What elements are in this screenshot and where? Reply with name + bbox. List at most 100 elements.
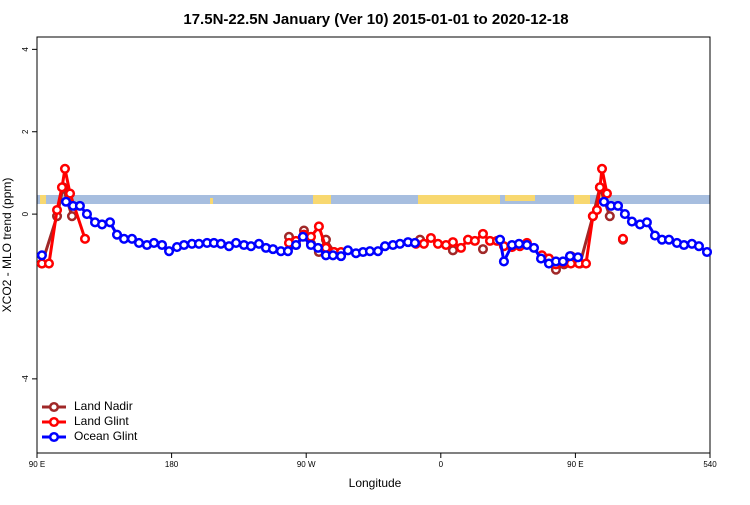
data-point <box>649 230 661 241</box>
data-point <box>104 217 116 228</box>
data-point <box>66 211 78 222</box>
data-point <box>342 245 353 256</box>
data-point <box>498 256 509 267</box>
x-tick-label: 90 E <box>29 460 45 469</box>
data-point <box>118 233 130 244</box>
data-point <box>290 239 302 251</box>
data-point <box>59 163 71 174</box>
x-tick-label: 0 <box>439 460 444 469</box>
data-point <box>477 244 489 255</box>
data-point <box>447 237 458 248</box>
land-band <box>313 195 331 204</box>
data-point <box>601 188 613 199</box>
data-point <box>418 238 429 249</box>
data-point <box>626 216 637 227</box>
data-point <box>701 246 713 258</box>
x-axis-label: Longitude <box>349 476 402 490</box>
land-band <box>40 195 46 204</box>
data-point <box>598 196 610 207</box>
land-band <box>210 198 213 204</box>
data-point <box>572 252 583 263</box>
data-point <box>494 234 506 245</box>
x-tick-label: 180 <box>165 460 179 469</box>
data-point <box>60 196 72 207</box>
data-point <box>231 237 242 248</box>
legend-label: Land Nadir <box>74 399 133 413</box>
data-point <box>641 217 652 228</box>
data-point <box>513 238 525 249</box>
data-point <box>528 242 540 253</box>
data-point <box>282 246 294 257</box>
data-point <box>617 233 629 244</box>
data-point <box>335 251 347 262</box>
data-point <box>379 241 391 252</box>
y-tick-label: 2 <box>21 129 30 134</box>
data-point <box>455 242 467 253</box>
data-point <box>432 238 444 249</box>
data-point <box>164 246 175 257</box>
data-point <box>267 244 279 255</box>
data-point <box>133 237 145 248</box>
land-band <box>505 195 535 201</box>
data-point <box>596 163 608 174</box>
data-point <box>245 241 257 252</box>
data-point <box>619 209 630 220</box>
y-tick-label: 4 <box>21 47 30 52</box>
data-point <box>425 232 436 244</box>
data-point <box>253 238 264 249</box>
data-point <box>580 258 592 269</box>
data-point <box>604 211 615 222</box>
legend-label: Ocean Glint <box>74 429 138 443</box>
data-point <box>111 229 123 240</box>
data-point <box>663 234 675 245</box>
data-point <box>148 237 160 248</box>
land-band <box>574 195 590 204</box>
y-axis-label: XCO2 - MLO trend (ppm) <box>0 178 14 313</box>
data-point <box>535 253 547 264</box>
data-point <box>469 235 480 246</box>
legend-marker <box>48 401 60 413</box>
data-point <box>65 188 76 199</box>
data-point <box>51 204 63 216</box>
land-band <box>418 195 500 204</box>
data-point <box>156 239 168 251</box>
data-point <box>312 242 324 253</box>
data-point <box>193 238 205 249</box>
data-point <box>409 237 420 248</box>
data-point <box>591 204 602 216</box>
data-point <box>97 219 108 230</box>
legend-label: Land Glint <box>74 414 129 428</box>
data-point <box>394 238 406 249</box>
data-point <box>305 231 317 242</box>
legend-marker <box>48 416 60 428</box>
x-tick-label: 90 W <box>297 460 316 469</box>
data-point <box>678 239 690 251</box>
data-point <box>477 228 489 239</box>
data-point <box>79 233 91 244</box>
data-point <box>372 246 384 257</box>
y-tick-label: -4 <box>21 375 30 383</box>
data-point <box>81 209 93 220</box>
data-point <box>612 200 624 211</box>
y-tick-label: 0 <box>21 211 30 216</box>
data-point <box>297 231 308 242</box>
data-point <box>56 182 68 193</box>
plot-frame <box>36 36 711 454</box>
data-point <box>693 241 704 252</box>
data-point <box>594 182 605 193</box>
legend-marker <box>48 431 60 443</box>
x-tick-label: 90 E <box>567 460 583 469</box>
data-point <box>327 250 339 261</box>
data-point <box>215 238 227 249</box>
data-point <box>313 221 324 232</box>
data-point <box>564 251 576 262</box>
data-point <box>178 239 190 251</box>
data-point <box>74 200 85 211</box>
data-point <box>36 250 47 261</box>
data-point <box>126 233 138 244</box>
chart-title: 17.5N-22.5N January (Ver 10) 2015-01-01 … <box>183 11 568 28</box>
data-point <box>43 258 55 269</box>
ocean-band <box>37 195 710 204</box>
